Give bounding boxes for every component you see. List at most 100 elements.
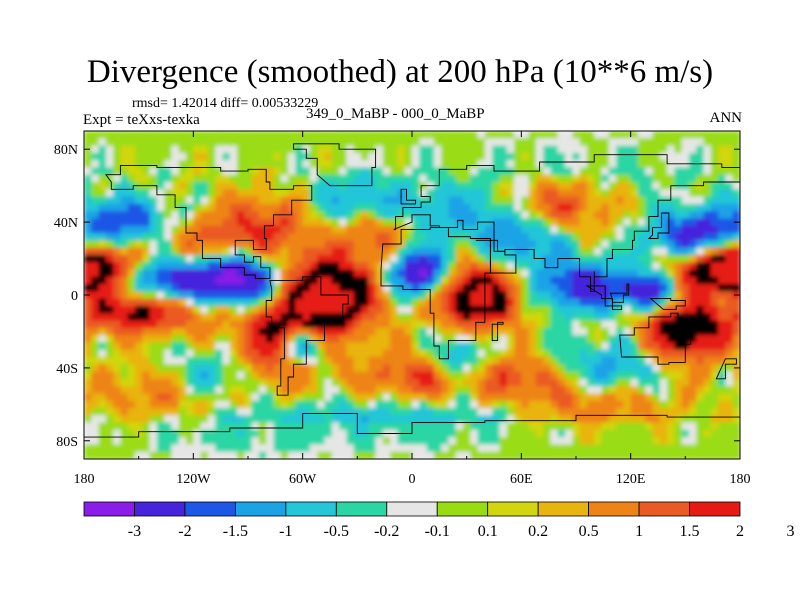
field-cell [681,444,690,453]
field-cell [412,160,420,169]
field-cell [688,400,697,409]
field-cell [688,444,697,453]
field-cell [710,152,719,161]
field-cell [288,131,296,139]
field-cell [696,451,705,459]
field-cell [528,342,537,351]
field-cell [725,269,734,278]
field-cell [441,327,450,336]
field-cell [84,152,92,161]
field-cell [550,393,559,402]
field-cell [375,291,384,300]
field-cell [360,167,369,176]
field-cell [477,225,486,234]
field-cell [222,254,231,263]
field-cell [492,335,501,343]
field-cell [331,407,340,416]
field-cell [164,262,173,271]
field-cell [302,284,311,292]
field-cell [331,203,340,212]
field-cell [477,152,486,161]
field-cell [324,313,333,322]
field-cell [360,386,369,394]
field-cell [565,189,573,198]
field-cell [565,247,573,256]
field-cell [309,407,318,416]
field-cell [353,335,362,343]
field-cell [514,196,522,205]
field-cell [135,305,143,314]
field-cell [360,327,369,336]
field-cell [288,152,296,161]
field-cell [251,386,260,394]
field-cell [725,240,734,249]
field-cell [222,182,231,190]
coastline [475,239,517,274]
field-cell [127,437,136,446]
field-cell [295,284,304,292]
field-cell [514,225,522,234]
field-cell [732,240,740,249]
field-cell [506,305,515,314]
field-cell [237,182,245,190]
field-cell [127,167,136,176]
field-cell [514,276,522,285]
field-cell [426,160,435,169]
field-cell [506,189,515,198]
field-cell [258,386,267,394]
field-cell [251,254,260,263]
field-cell [572,218,581,227]
field-cell [113,182,122,190]
field-cell [688,386,697,394]
field-cell [339,298,347,307]
field-cell [514,138,522,147]
field-cell [455,167,464,176]
field-cell [455,407,464,416]
field-cell [317,415,326,424]
field-cell [674,400,683,409]
field-cell [419,218,428,227]
field-cell [222,305,231,314]
field-cell [543,240,552,249]
field-cell [448,240,457,249]
field-cell [149,276,158,285]
field-cell [273,415,282,424]
field-cell [237,145,245,154]
field-cell [725,444,734,453]
field-cell [178,152,187,161]
field-cell [375,182,384,190]
field-cell [215,378,224,387]
field-cell [688,371,697,380]
field-cell [258,284,267,292]
field-cell [594,371,603,380]
field-cell [251,182,260,190]
field-cell [368,305,377,314]
field-cell [535,407,544,416]
field-cell [127,298,136,307]
field-cell [266,174,275,183]
field-cell [637,415,646,424]
field-cell [237,444,245,453]
field-cell [470,240,479,249]
field-cell [229,182,238,190]
field-cell [120,305,129,314]
field-cell [579,262,588,271]
field-cell [178,291,187,300]
field-cell [645,378,654,387]
field-cell [382,262,391,271]
field-cell [535,320,544,329]
field-cell [353,305,362,314]
field-cell [565,182,573,190]
field-cell [623,429,632,438]
field-cell [207,444,216,453]
field-cell [455,393,464,402]
colorbar-swatch [436,501,489,517]
field-cell [105,152,114,161]
field-cell [105,422,114,431]
field-cell [667,327,675,336]
field-cell [360,335,369,343]
field-cell [156,225,165,234]
field-cell [127,174,136,183]
field-cell [156,269,165,278]
field-cell [637,152,646,161]
